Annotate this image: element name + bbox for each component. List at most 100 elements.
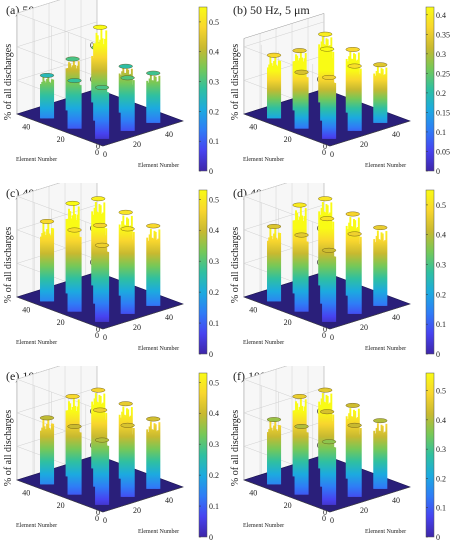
peak-slat [106,251,108,322]
peak-slat [318,44,321,103]
peak-slat [322,453,324,505]
y-tick-label: 40 [22,305,30,314]
peak-slat [324,442,327,505]
peak-slat [273,425,275,485]
peak-slat [270,427,273,485]
z-axis-label: % of all discharges [230,227,241,303]
x-tick-label: 20 [133,140,141,149]
peak-slat [146,80,149,123]
peak-slat [68,436,71,495]
peak-slat [99,39,102,121]
peak-slat [322,89,324,139]
peak-slat [50,423,53,485]
y-tick-label: 40 [249,488,257,497]
peak-slat [96,35,99,121]
peak-slat [295,246,298,312]
peak-slat [48,233,51,302]
peak-slat [352,76,355,131]
peak-slat [123,233,125,314]
x-tick-label: 0 [330,333,334,342]
x-tick-label: 40 [165,313,173,322]
peak-slat [102,44,105,121]
peak-slat [46,78,48,119]
z-tick-label: 0 [96,142,100,151]
peak-slat [78,84,81,129]
peak-slat [334,256,337,322]
peak-slat [153,230,156,306]
surface-plot: 00.20.40.60204002040 [16,353,184,525]
peak-slat [77,88,80,129]
peak-slat [331,88,334,139]
y-tick-label: 20 [284,318,292,327]
peak-column [321,75,337,139]
colorbar-tick-label: 0.2 [209,107,219,116]
y-tick-label: 0 [95,331,99,340]
panel-title: (b) 50 Hz, 5 μm [233,3,310,17]
peak-column [347,63,362,131]
peak-slat [326,87,329,139]
peak-slat [107,251,110,322]
colorbar-tick-label: 0.3 [436,261,446,270]
x-tick-label: 20 [360,323,368,332]
peak-slat [375,235,378,306]
peak-slat [381,69,384,123]
peak-column [93,24,108,121]
colorbar-tick-label: 0.1 [209,137,219,146]
peak-slat [125,243,128,314]
peak-slat [73,432,76,495]
surface-plot: 00.20.40.60204002040 [243,170,411,342]
x-axis-line [329,303,411,330]
x-tick-label: 0 [103,333,107,342]
x-axis-label-left: Element Number [243,523,284,529]
peak-slat [273,233,275,302]
peak-slat [127,426,130,497]
peak-slat [77,244,80,312]
peak-slat [306,432,309,495]
peak-slat [276,239,279,302]
peak-slat [326,452,329,505]
peak-slat [347,247,350,314]
peak-slat [330,261,333,322]
colorbar: 0 0.1 0.2 0.3 0.4 0.5 [198,6,219,176]
x-axis-label-left: Element Number [243,340,284,346]
peak-slat [52,79,55,119]
y-tick-label: 0 [322,331,326,340]
peak-slat [147,240,150,306]
peak-column [321,247,337,322]
peak-slat [331,452,334,505]
panel-d: (d) 400 Hz, 5 μm 00.20.40.60204002040 00… [227,170,454,366]
peak-column [294,69,309,129]
peak-slat [385,423,388,489]
colorbar-tick-label: 0.5 [209,18,219,27]
peak-slat [98,93,101,139]
peak-slat [69,230,72,312]
colorbar-ramp [425,189,435,355]
peak-slat [323,86,326,139]
peak-slat [305,432,308,495]
panel-e: (e) 1000 Hz, 3 μm 00.20.40.60204002040 0… [0,353,227,549]
peak-slat [324,78,327,139]
peak-slat [42,75,45,119]
peak-top [67,78,82,84]
peak-slat [76,242,78,312]
peak-slat [67,90,70,129]
colorbar: 0 0.1 0.2 0.3 0.4 0.5 [425,372,446,542]
panel-a-plot: (a) 50 Hz, 3 μm 00.20.40.60204002040 00.… [3,0,219,176]
peak-slat [353,74,356,131]
peak-top [120,75,135,81]
peak-slat [269,227,272,302]
peak-slat [105,30,108,121]
peak-slat [300,77,303,129]
colorbar-tick-label: 0 [436,167,440,176]
y-axis-line [243,113,331,147]
x-tick-label: 20 [360,140,368,149]
peak-slat [118,73,121,113]
panel-e-plot: (e) 1000 Hz, 3 μm 00.20.40.60204002040 0… [3,353,219,542]
peak-slat [303,246,305,312]
peak-slat [268,237,271,302]
colorbar-tick-label: 0.1 [436,320,446,329]
peak-top [39,73,55,78]
peak-slat [146,429,149,489]
peak-slat [155,239,158,306]
colorbar-tick-label: 0.4 [209,226,219,235]
